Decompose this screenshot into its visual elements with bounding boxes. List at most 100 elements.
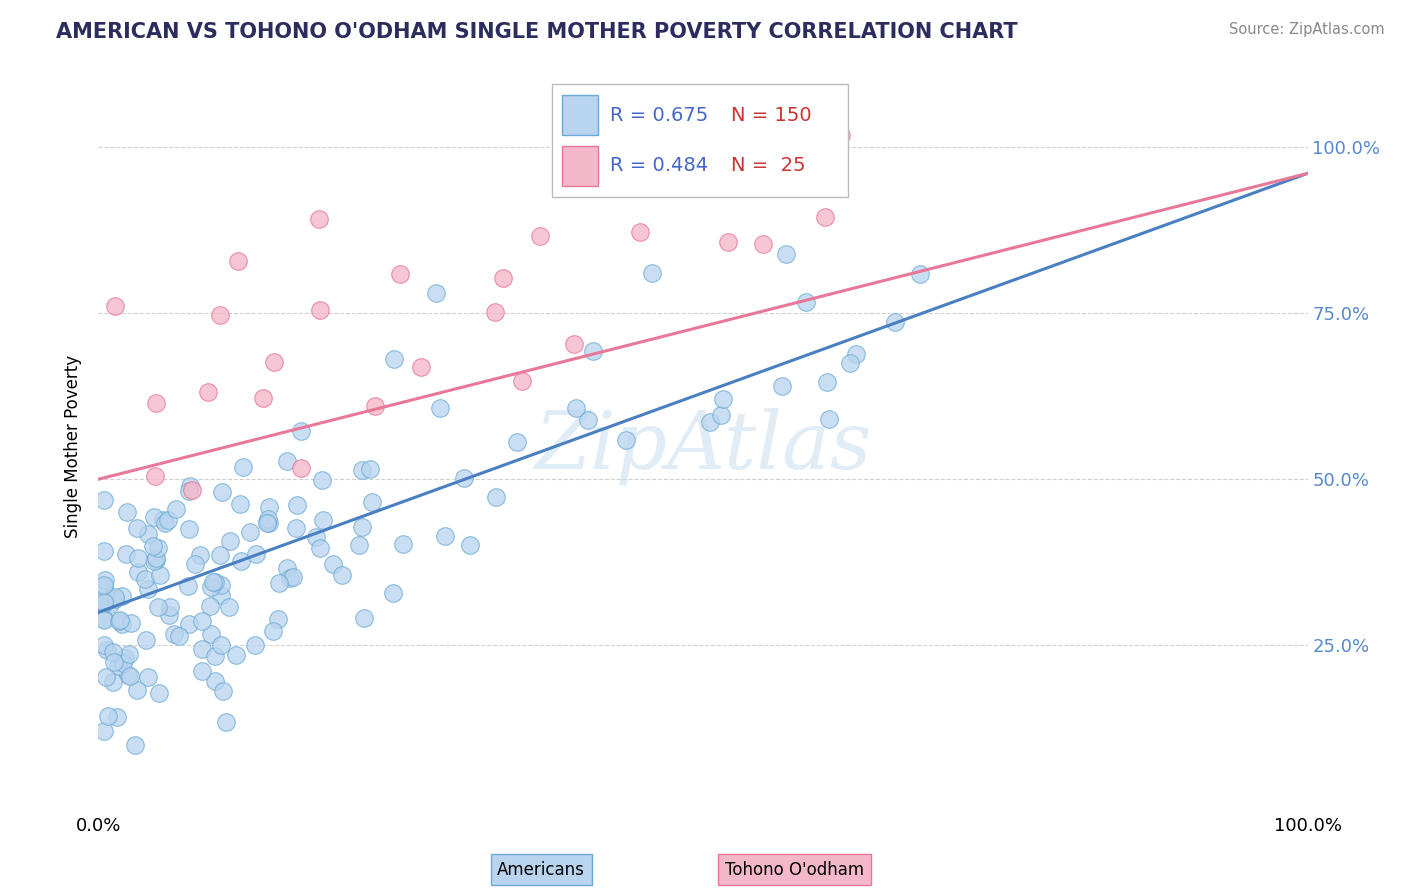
Point bbox=[830, 128, 852, 142]
Point bbox=[582, 343, 605, 358]
Point bbox=[252, 391, 274, 405]
Point bbox=[153, 516, 176, 530]
Point bbox=[908, 267, 931, 281]
Point bbox=[142, 539, 165, 553]
Point bbox=[93, 611, 115, 625]
Point bbox=[143, 468, 166, 483]
Point bbox=[709, 408, 731, 422]
Point bbox=[382, 352, 405, 367]
Point bbox=[699, 415, 721, 429]
Point bbox=[149, 567, 172, 582]
Point bbox=[191, 664, 214, 678]
Point bbox=[614, 434, 637, 448]
Point bbox=[433, 529, 456, 543]
Point bbox=[108, 615, 131, 629]
Point bbox=[209, 588, 232, 602]
Point bbox=[389, 267, 412, 281]
Point bbox=[562, 337, 585, 351]
Point bbox=[492, 270, 515, 285]
Point bbox=[179, 483, 201, 498]
Y-axis label: Single Mother Poverty: Single Mother Poverty bbox=[65, 354, 83, 538]
Text: Americans: Americans bbox=[498, 861, 585, 879]
FancyBboxPatch shape bbox=[561, 95, 598, 135]
Point bbox=[127, 565, 149, 579]
Point bbox=[429, 401, 451, 416]
Point bbox=[142, 554, 165, 568]
Point bbox=[322, 558, 344, 572]
Point bbox=[257, 512, 280, 526]
Point bbox=[243, 638, 266, 652]
Point bbox=[382, 586, 405, 600]
Point bbox=[309, 541, 332, 556]
Point bbox=[350, 520, 373, 534]
Point bbox=[159, 599, 181, 614]
Point bbox=[263, 355, 285, 369]
Point bbox=[105, 709, 128, 723]
Point bbox=[215, 714, 238, 729]
Point bbox=[146, 599, 169, 614]
Point bbox=[103, 655, 125, 669]
Point bbox=[101, 645, 124, 659]
Point bbox=[200, 580, 222, 594]
Point bbox=[308, 303, 330, 318]
Point bbox=[311, 473, 333, 487]
Point bbox=[145, 396, 167, 410]
Point bbox=[259, 500, 281, 515]
Point bbox=[353, 611, 375, 625]
Point bbox=[93, 493, 115, 508]
Point bbox=[107, 659, 129, 673]
Point bbox=[93, 638, 115, 652]
Point bbox=[308, 212, 330, 227]
Point bbox=[752, 237, 775, 252]
Point bbox=[239, 525, 262, 540]
Point bbox=[198, 599, 221, 614]
Point bbox=[136, 670, 159, 684]
Text: R = 0.675: R = 0.675 bbox=[610, 105, 709, 125]
Point bbox=[276, 560, 298, 574]
Point bbox=[256, 515, 278, 529]
Point bbox=[285, 521, 308, 535]
Point bbox=[104, 299, 127, 313]
Point bbox=[409, 360, 432, 375]
Point bbox=[259, 516, 281, 530]
Point bbox=[484, 304, 506, 318]
Point bbox=[177, 579, 200, 593]
Point bbox=[111, 589, 134, 603]
Point bbox=[845, 347, 868, 361]
Point bbox=[218, 600, 240, 615]
Point bbox=[717, 235, 740, 249]
Point bbox=[283, 570, 305, 584]
Point bbox=[124, 738, 146, 752]
Point bbox=[305, 530, 328, 544]
Point bbox=[145, 553, 167, 567]
Point bbox=[794, 294, 817, 309]
Point bbox=[312, 513, 335, 527]
Point bbox=[201, 575, 224, 590]
Point bbox=[245, 547, 267, 561]
Point bbox=[152, 513, 174, 527]
Point bbox=[361, 495, 384, 509]
Point bbox=[256, 516, 278, 530]
Point bbox=[204, 575, 226, 590]
Point bbox=[134, 572, 156, 586]
Point bbox=[628, 225, 651, 239]
Point bbox=[115, 505, 138, 519]
Point bbox=[262, 624, 284, 638]
Point bbox=[190, 615, 212, 629]
Point bbox=[713, 392, 735, 407]
Point bbox=[211, 485, 233, 500]
Point bbox=[226, 253, 249, 268]
Point bbox=[425, 286, 447, 301]
Point bbox=[285, 498, 308, 512]
Point bbox=[191, 642, 214, 657]
Point bbox=[93, 580, 115, 594]
Point bbox=[883, 315, 905, 329]
Point bbox=[118, 647, 141, 661]
Point bbox=[118, 668, 141, 682]
Point bbox=[179, 616, 201, 631]
Point bbox=[209, 578, 232, 592]
Point bbox=[460, 538, 482, 552]
Point bbox=[510, 374, 533, 388]
Point bbox=[159, 607, 181, 622]
Point bbox=[839, 356, 862, 370]
